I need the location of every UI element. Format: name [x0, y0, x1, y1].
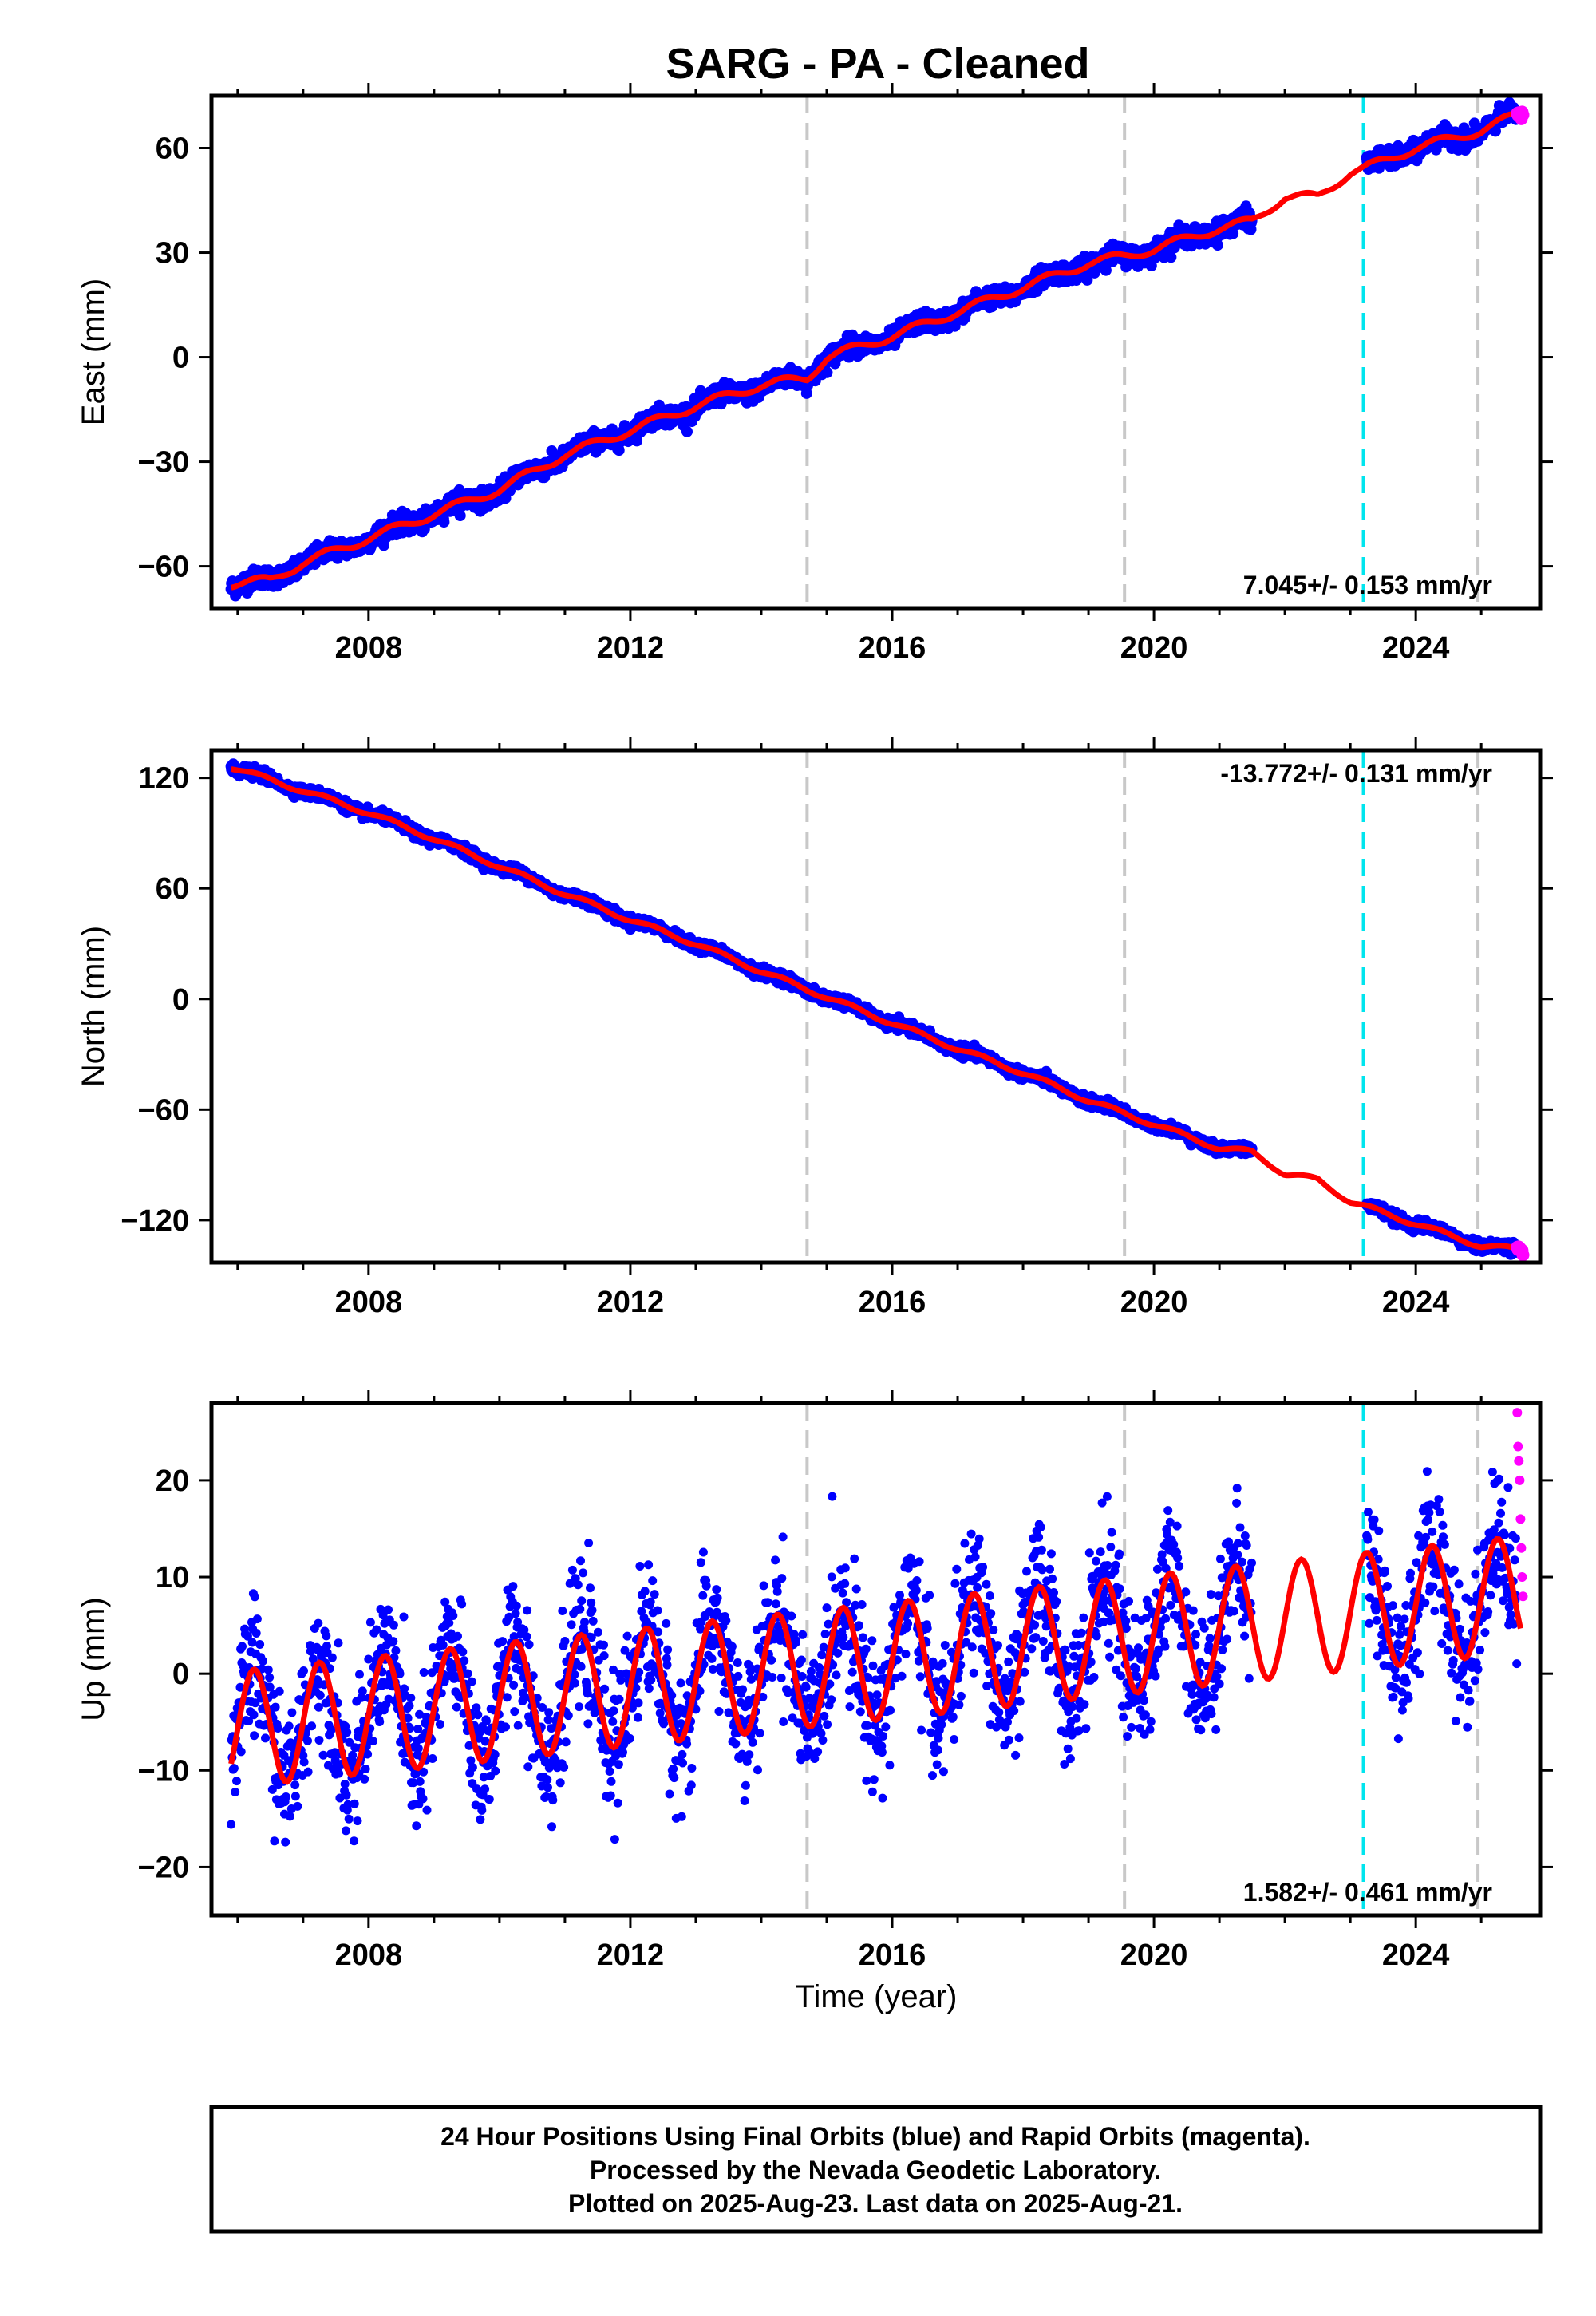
y-tick-label: 0	[172, 342, 189, 375]
y-tick-label: 60	[156, 132, 189, 166]
x-tick-label: 2008	[335, 631, 403, 665]
y-tick-label: 30	[156, 237, 189, 271]
x-tick-label: 2012	[597, 631, 665, 665]
final-orbit-point	[681, 425, 693, 437]
final-orbit-point	[949, 320, 961, 332]
chart-title: SARG - PA - Cleaned	[666, 40, 1089, 88]
final-orbit-point	[1211, 239, 1223, 251]
final-orbit-point	[821, 366, 833, 378]
final-orbit-point	[438, 516, 450, 528]
final-orbit-point	[454, 510, 466, 522]
final-orbit-point	[1081, 274, 1093, 286]
y-axis-label: East (mm)	[76, 279, 111, 425]
plot-frame	[209, 93, 1543, 611]
model-curve	[230, 110, 1521, 591]
y-tick-label: −60	[138, 551, 189, 584]
y-tick-label: −30	[138, 446, 189, 480]
final-orbit-point	[1165, 251, 1177, 263]
final-orbit-point	[1227, 227, 1239, 239]
x-tick-label: 2016	[859, 631, 926, 665]
x-tick-label: 2020	[1120, 631, 1188, 665]
east-panel: 2008 2012 2016 2020 2024 −60 −30 0 30 60 East (mm)…	[76, 83, 1553, 665]
velocity-label: 7.045+/- 0.153 mm/yr	[1243, 571, 1492, 599]
rapid-orbit-points	[1511, 105, 1530, 125]
rapid-orbit-point	[1516, 108, 1530, 121]
x-tick-label: 2024	[1382, 631, 1450, 665]
